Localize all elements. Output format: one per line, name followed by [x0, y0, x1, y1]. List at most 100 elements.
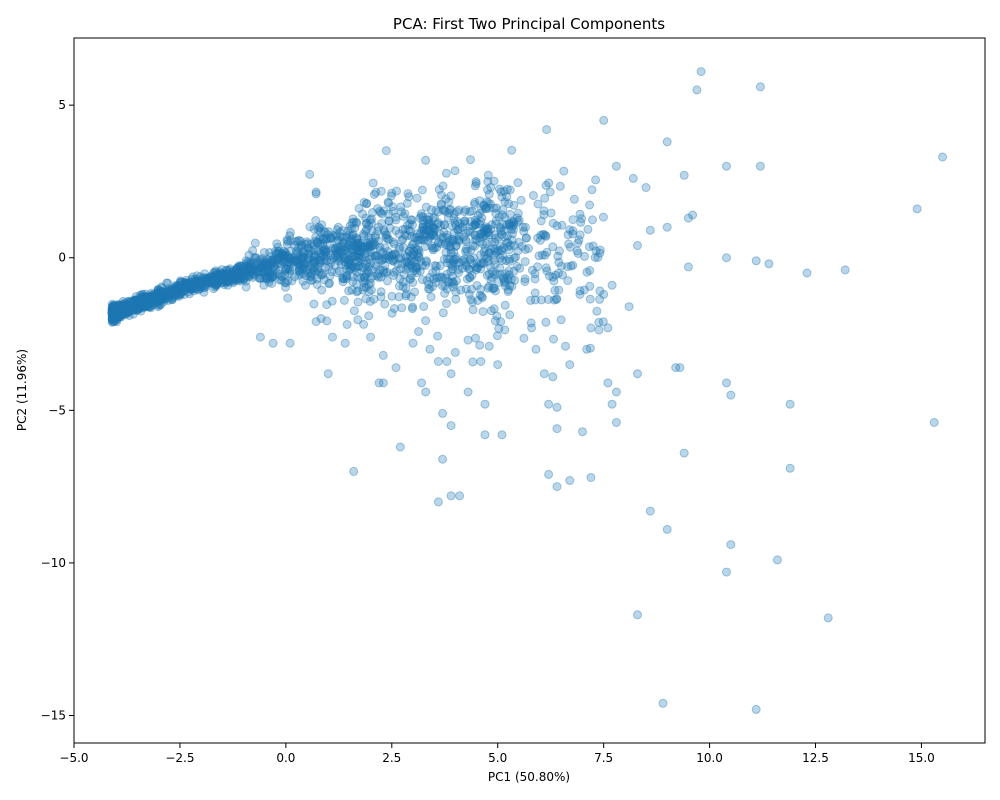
- scatter-point: [215, 272, 225, 282]
- scatter-point: [326, 255, 336, 265]
- scatter-point: [588, 241, 598, 251]
- scatter-point: [293, 248, 303, 258]
- scatter-point: [440, 281, 450, 291]
- scatter-point: [498, 251, 508, 260]
- scatter-point: [133, 302, 143, 312]
- scatter-point: [545, 187, 555, 197]
- scatter-point: [477, 293, 487, 303]
- scatter-point: [153, 294, 163, 304]
- scatter-point: [250, 238, 260, 248]
- scatter-point: [357, 252, 367, 262]
- scatter-point: [336, 241, 346, 251]
- scatter-point: [303, 250, 313, 259]
- scatter-point: [550, 285, 560, 295]
- scatter-point: [228, 269, 238, 279]
- scatter-point: [176, 288, 186, 298]
- scatter-point: [209, 276, 218, 285]
- scatter-point: [286, 227, 295, 237]
- scatter-point: [147, 293, 157, 303]
- scatter-point: [376, 186, 386, 196]
- scatter-point: [380, 299, 390, 309]
- scatter-point: [535, 235, 545, 245]
- scatter-point: [113, 312, 123, 322]
- scatter-point: [496, 187, 506, 197]
- scatter-point: [222, 274, 232, 284]
- scatter-point: [162, 287, 172, 297]
- scatter-point: [438, 308, 448, 318]
- scatter-point: [191, 277, 200, 287]
- scatter-point: [135, 297, 145, 307]
- scatter-point: [499, 220, 509, 229]
- scatter-point: [109, 308, 119, 318]
- scatter-point: [233, 274, 243, 284]
- scatter-point: [497, 210, 507, 220]
- scatter-point: [210, 275, 220, 285]
- scatter-point: [303, 253, 313, 263]
- scatter-point: [189, 283, 199, 293]
- scatter-point: [109, 313, 119, 323]
- scatter-point: [451, 259, 461, 269]
- scatter-point: [148, 296, 158, 306]
- scatter-point: [273, 266, 283, 276]
- x-tick-label: −2.5: [165, 751, 194, 765]
- scatter-point: [330, 260, 340, 270]
- scatter-point: [403, 189, 413, 199]
- scatter-point: [412, 263, 422, 273]
- scatter-point: [156, 295, 166, 305]
- scatter-point: [120, 309, 130, 319]
- scatter-point: [311, 317, 321, 327]
- scatter-point: [183, 278, 193, 288]
- scatter-point: [364, 242, 374, 252]
- scatter-point: [453, 225, 463, 235]
- scatter-point: [280, 277, 290, 287]
- scatter-point: [328, 231, 338, 240]
- scatter-point: [569, 194, 579, 204]
- scatter-point: [130, 295, 140, 305]
- scatter-point: [441, 168, 451, 178]
- scatter-point: [107, 308, 117, 318]
- scatter-point: [342, 232, 352, 242]
- scatter-point: [213, 277, 223, 287]
- scatter-point: [110, 316, 120, 326]
- scatter-point: [534, 251, 544, 261]
- scatter-point: [267, 255, 277, 265]
- scatter-point: [404, 225, 414, 235]
- scatter-point: [764, 259, 774, 269]
- scatter-point: [438, 232, 448, 242]
- scatter-point: [478, 307, 488, 317]
- scatter-point: [117, 304, 126, 314]
- scatter-point: [446, 369, 456, 379]
- scatter-point: [118, 303, 128, 313]
- scatter-point: [366, 252, 376, 262]
- scatter-point: [195, 282, 205, 292]
- scatter-point: [172, 286, 182, 296]
- scatter-point: [155, 296, 165, 306]
- scatter-point: [119, 308, 129, 318]
- scatter-point: [421, 225, 431, 235]
- scatter-point: [157, 290, 167, 300]
- scatter-point: [352, 279, 362, 289]
- scatter-point: [356, 241, 365, 251]
- scatter-point: [435, 261, 445, 271]
- scatter-point: [371, 250, 381, 260]
- scatter-point: [160, 289, 170, 299]
- scatter-point: [152, 292, 162, 302]
- scatter-point: [412, 229, 422, 239]
- scatter-point: [229, 271, 239, 281]
- scatter-point: [439, 205, 449, 215]
- scatter-point: [109, 308, 119, 318]
- scatter-point: [487, 267, 497, 277]
- scatter-point: [149, 294, 159, 304]
- scatter-point: [221, 265, 231, 275]
- scatter-point: [353, 246, 363, 256]
- scatter-point: [206, 278, 216, 288]
- scatter-point: [138, 300, 148, 310]
- scatter-point: [460, 207, 470, 217]
- scatter-point: [414, 327, 424, 336]
- scatter-point: [244, 267, 254, 277]
- scatter-point: [412, 193, 422, 203]
- scatter-point: [354, 238, 364, 248]
- scatter-point: [169, 290, 179, 300]
- scatter-point: [395, 442, 405, 452]
- scatter-point: [135, 295, 145, 305]
